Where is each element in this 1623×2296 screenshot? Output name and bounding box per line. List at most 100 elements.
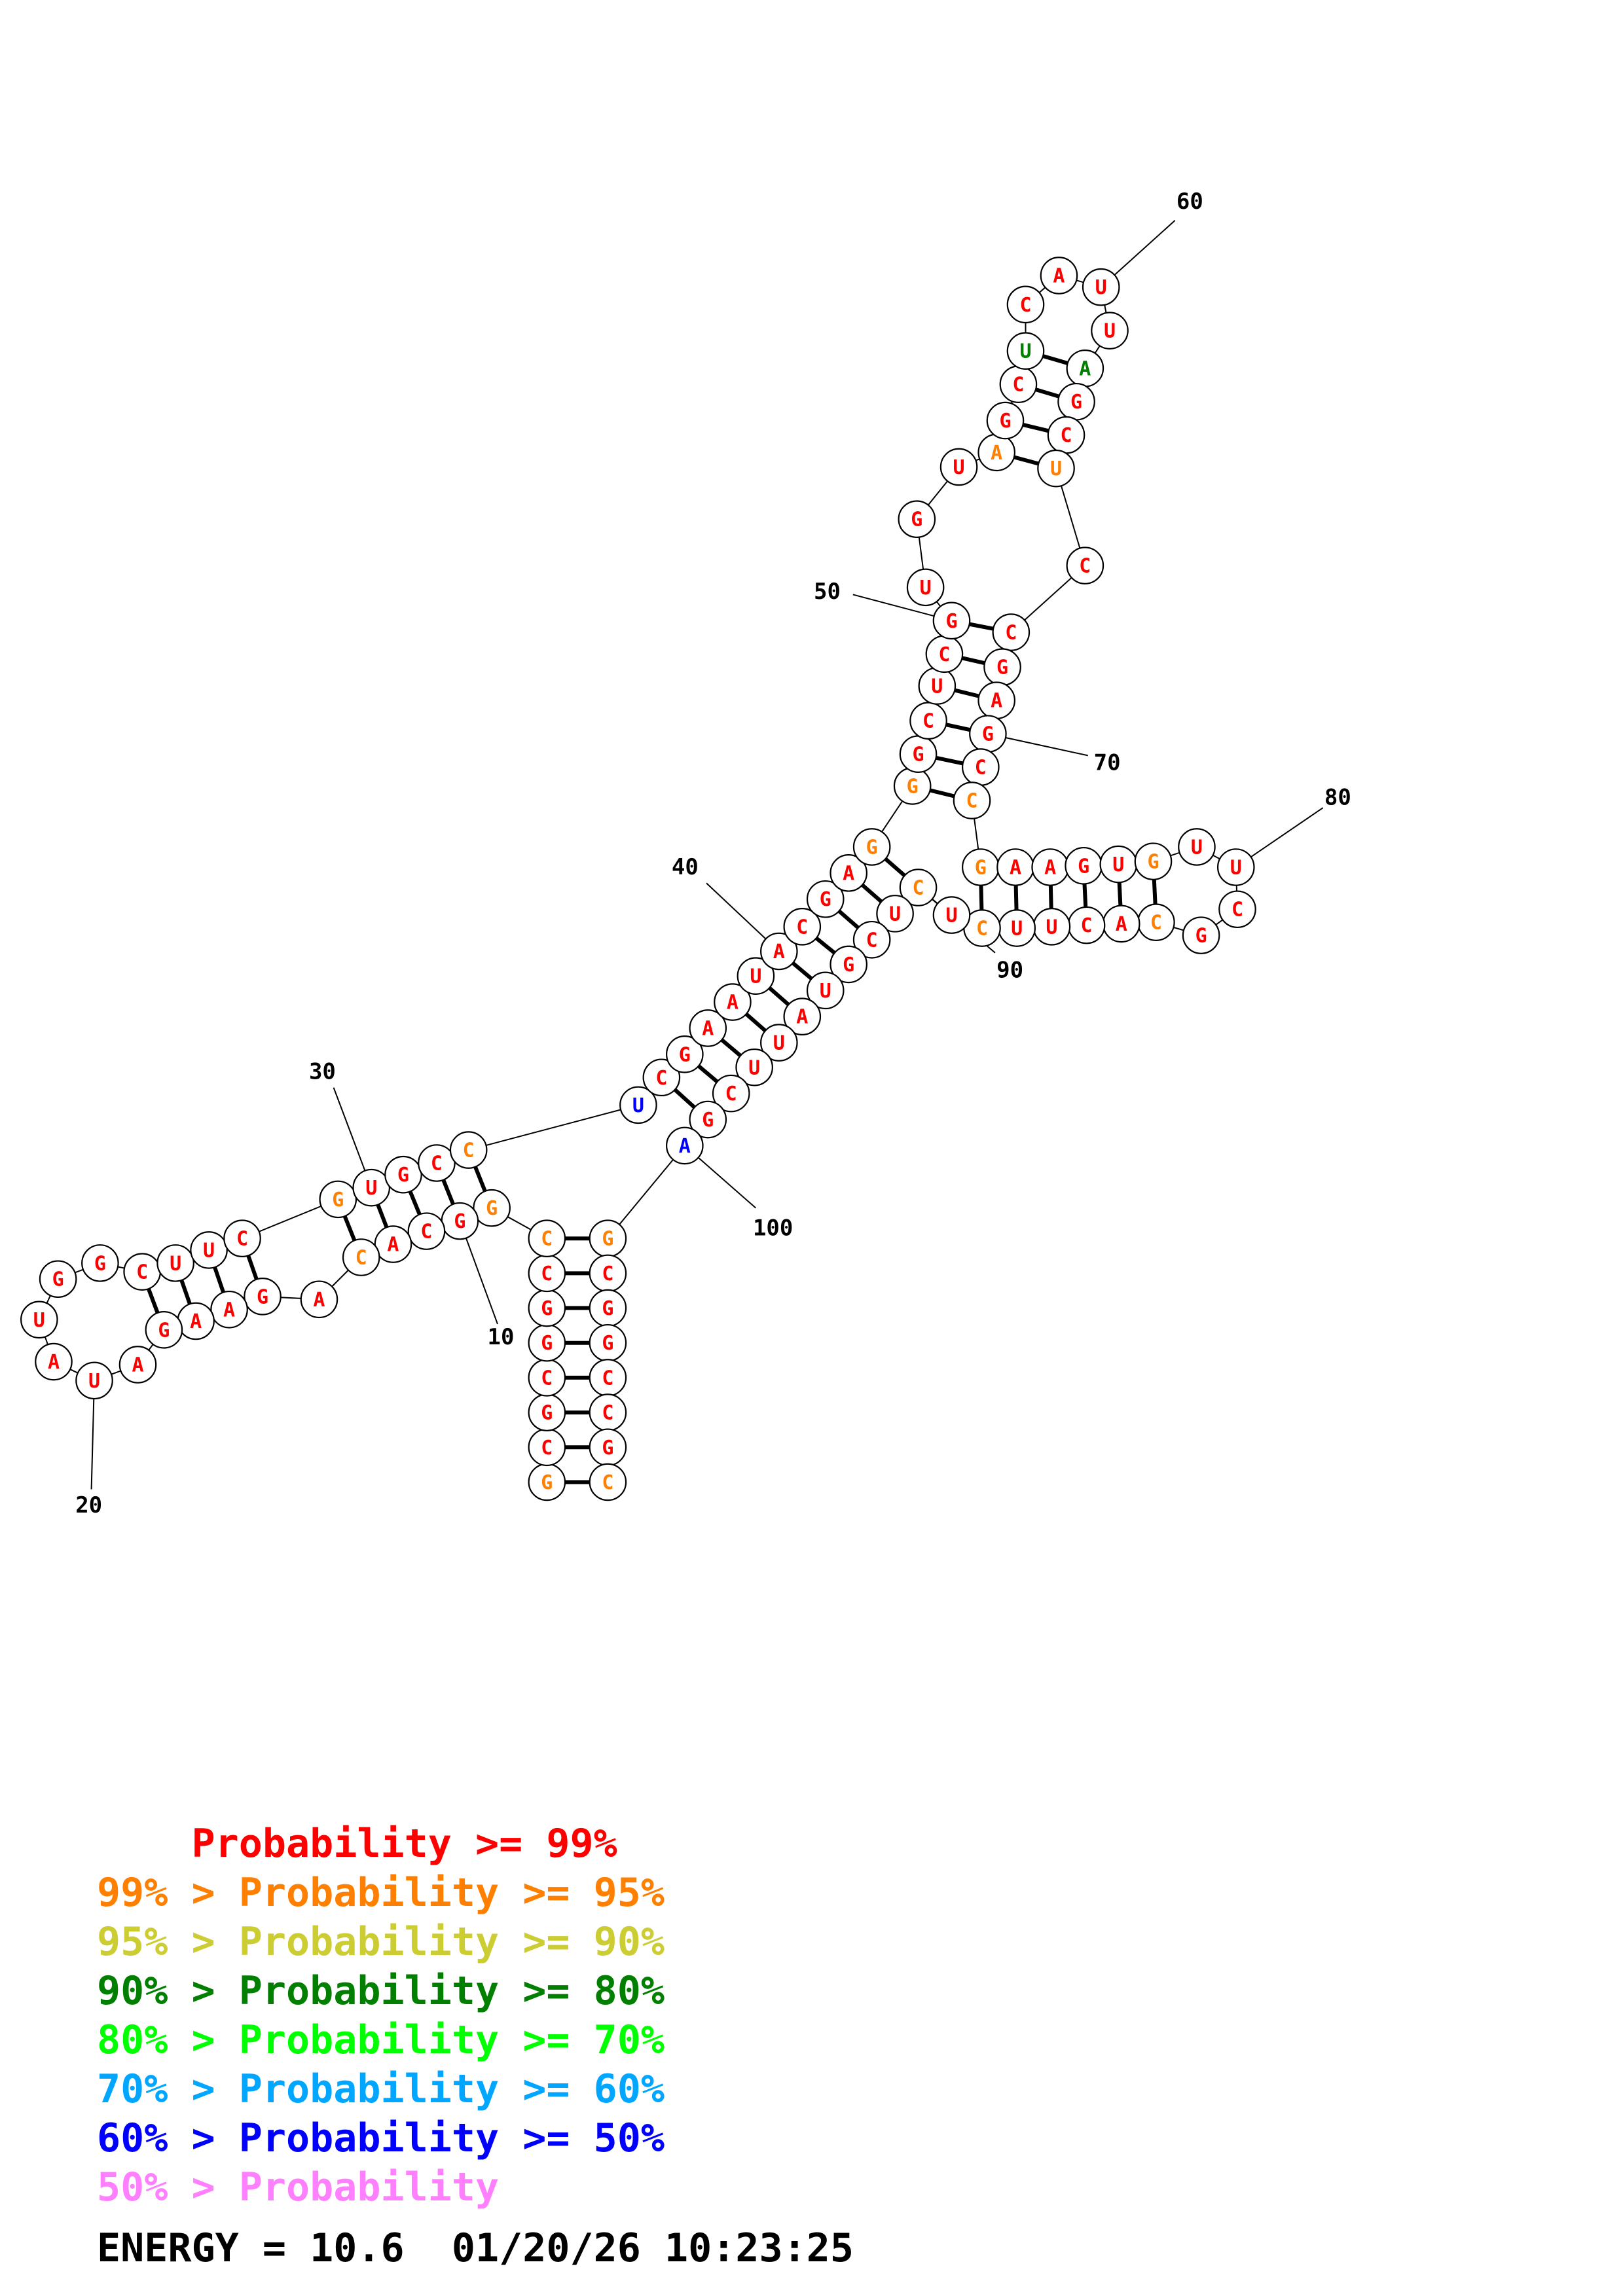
nucleotide-base: A [190, 1310, 202, 1333]
nucleotide: A [1040, 257, 1078, 295]
backbone-segment [468, 1104, 639, 1151]
nucleotide: C [418, 1144, 456, 1182]
nucleotide: G [932, 601, 971, 640]
nucleotide: A [1066, 349, 1104, 387]
legend-prefix: 50% > [97, 2164, 239, 2210]
nucleotide-base: G [486, 1197, 498, 1220]
legend-prefix [97, 1821, 192, 1867]
nucleotide-base: C [1081, 914, 1093, 937]
nucleotide: G [893, 767, 932, 805]
nucleotide: G [441, 1202, 479, 1240]
nucleotide: C [899, 869, 938, 906]
legend-label: Probability [238, 2164, 500, 2210]
nucleotide-circle [81, 1244, 119, 1282]
nucleotide: G [899, 735, 938, 773]
base-pair-layer [147, 354, 1158, 1484]
nucleotide-base: C [1150, 912, 1162, 935]
nucleotide: C [1047, 416, 1085, 454]
legend-label: Probability >= 99% [191, 1821, 617, 1867]
legend-label: Probability >= 70% [238, 2017, 665, 2063]
nucleotide: A [977, 681, 1015, 719]
legend-label: Probability >= 50% [238, 2115, 665, 2161]
nucleotide-base: C [866, 929, 878, 952]
nucleotide: A [119, 1346, 157, 1384]
nucleotide-circle [528, 1219, 566, 1258]
legend-row: 80% > Probability >= 70% [97, 2016, 665, 2065]
nucleotide: A [177, 1302, 215, 1340]
nucleotide: G [1057, 382, 1095, 421]
nucleotide-base: G [1070, 391, 1082, 414]
nucleotide-base: C [1019, 294, 1031, 317]
base-pair-bond [376, 1204, 389, 1229]
legend-label: Probability >= 90% [238, 1919, 665, 1965]
nucleotide: G [589, 1323, 627, 1362]
base-pair-bond [945, 723, 971, 732]
position-tick-layer: 10 20 30 40 50 60 70 80 90 100 [75, 188, 1351, 1518]
nucleotide: C [909, 702, 947, 740]
probability-legend: Probability >= 99% 99% > Probability >= 9… [97, 1820, 665, 2212]
nucleotide-circle [642, 1058, 681, 1097]
nucleotide: U [190, 1231, 228, 1269]
base-pair-bond [936, 755, 964, 766]
nucleotide-base: A [843, 862, 854, 885]
nucleotide: G [666, 1035, 704, 1073]
nucleotide-base: G [1078, 855, 1089, 878]
nucleotide-base: G [982, 723, 994, 746]
nucleotide-base: C [420, 1221, 432, 1244]
nucleotide: U [939, 448, 978, 486]
legend-label: Probability >= 95% [238, 1870, 665, 1916]
legend-prefix: 80% > [97, 2017, 239, 2063]
position-label: 70 [1094, 749, 1121, 776]
nucleotide: C [407, 1212, 446, 1250]
nucleotide: G [806, 880, 845, 918]
nucleotide: C [999, 365, 1038, 403]
position-label: 20 [75, 1492, 102, 1518]
nucleotide-base: U [750, 965, 761, 988]
nucleotide-circle [1216, 848, 1255, 886]
nucleotide-base: C [602, 1367, 613, 1390]
position-label: 30 [309, 1058, 336, 1085]
nucleotide-base: G [397, 1164, 409, 1187]
nucleotide-base: C [136, 1261, 148, 1284]
nucleotide: G [39, 1260, 77, 1299]
nucleotide: C [589, 1359, 627, 1397]
position-label: 40 [672, 854, 699, 880]
nucleotide: G [81, 1244, 119, 1282]
nucleotide-base: A [1053, 264, 1065, 287]
base-pair-bond [342, 1215, 357, 1242]
nucleotide-base: U [1095, 276, 1107, 299]
base-pair-bond [814, 936, 836, 955]
legend-prefix: 70% > [97, 2066, 239, 2112]
nucleotide-circle [689, 1100, 727, 1139]
nucleotide: C [992, 613, 1030, 651]
nucleotide-base: C [975, 757, 987, 780]
nucleotide: C [528, 1359, 566, 1397]
nucleotide: A [1031, 848, 1069, 886]
nucleotide: C [925, 635, 964, 673]
nucleotide-base: A [727, 992, 739, 1014]
base-pair-bond [929, 788, 955, 798]
nucleotide-base: C [431, 1152, 443, 1175]
nucleotide-circle [1182, 916, 1220, 954]
nucleotide-base: U [1019, 340, 1031, 363]
nucleotide: G [969, 715, 1007, 753]
nucleotide-circle [714, 983, 752, 1021]
nucleotide-base: U [748, 1056, 760, 1079]
nucleotide-circle [712, 1074, 750, 1113]
nucleotide: C [342, 1238, 380, 1276]
nucleotide: C [1067, 906, 1106, 944]
base-pair-bond [961, 656, 985, 666]
nucleotide-base: U [1230, 856, 1242, 879]
nucleotide-circle [1178, 828, 1216, 866]
legend-label: Probability >= 80% [238, 1968, 665, 2014]
nucleotide-circle [932, 601, 971, 640]
nucleotide: U [918, 667, 957, 705]
nucleotide-circle [1006, 285, 1045, 324]
nucleotide-base: C [356, 1247, 367, 1270]
nucleotide-base: C [1012, 374, 1024, 397]
nucleotide: G [145, 1311, 183, 1349]
nucleotide: A [830, 854, 867, 892]
nucleotide: A [760, 932, 798, 971]
nucleotide: G [986, 401, 1025, 440]
nucleotide: C [953, 781, 991, 819]
